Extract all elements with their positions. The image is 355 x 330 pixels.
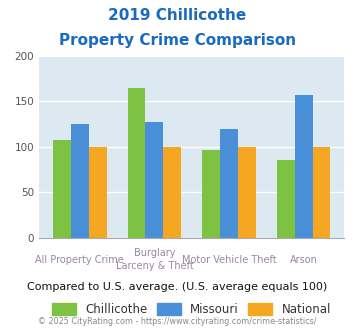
Text: Burglary: Burglary (133, 248, 175, 258)
Text: © 2025 CityRating.com - https://www.cityrating.com/crime-statistics/: © 2025 CityRating.com - https://www.city… (38, 317, 317, 326)
Legend: Chillicothe, Missouri, National: Chillicothe, Missouri, National (48, 298, 335, 320)
Bar (146, 122, 163, 238)
Bar (53, 141, 71, 238)
Text: Compared to U.S. average. (U.S. average equals 100): Compared to U.S. average. (U.S. average … (27, 282, 328, 292)
Bar (220, 129, 238, 238)
Text: 2019 Chillicothe: 2019 Chillicothe (108, 8, 247, 23)
Bar (277, 160, 295, 238)
Bar (295, 95, 312, 238)
Text: Larceny & Theft: Larceny & Theft (115, 261, 193, 271)
Bar (238, 147, 256, 238)
Bar (89, 147, 106, 238)
Bar (163, 147, 181, 238)
Bar (202, 149, 220, 238)
Bar (127, 88, 146, 238)
Bar (312, 147, 331, 238)
Text: Property Crime Comparison: Property Crime Comparison (59, 33, 296, 48)
Text: All Property Crime: All Property Crime (36, 255, 124, 265)
Text: Motor Vehicle Theft: Motor Vehicle Theft (182, 255, 276, 265)
Bar (71, 124, 89, 238)
Text: Arson: Arson (290, 255, 318, 265)
